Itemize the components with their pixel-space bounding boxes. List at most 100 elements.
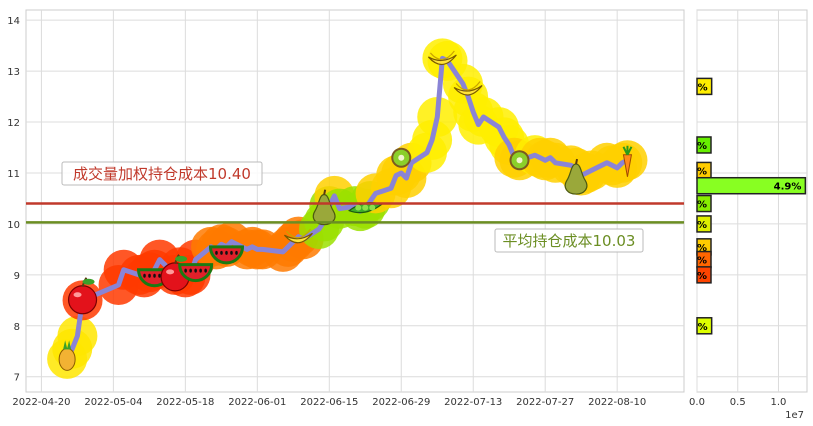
banana-curve [455,81,481,91]
y-tick-label: 11 [7,169,20,180]
pea [369,204,376,211]
pear-stem [323,189,327,195]
y-tick-label: 10 [7,220,20,231]
apple-body [67,285,98,315]
watermelon-icon [178,263,214,283]
y-tick-label: 9 [14,271,20,282]
pineapple-body [58,347,76,371]
x-tick-label: 2022-07-27 [516,397,574,408]
cost-label-2: 平均持仓成本10.03 [503,232,636,250]
watermelon-seed [189,268,192,273]
apple-leaf [175,255,188,262]
watermelon-seed [235,250,238,255]
y-tick-label: 13 [7,67,20,78]
watermelon-seed [194,268,197,273]
kiwi-icon [509,150,530,171]
y-tick-label: 12 [7,118,20,129]
x-tick-label: 2022-06-01 [228,397,286,408]
banana-curve [429,50,455,61]
volume-tick-label: 1.0 [771,397,787,408]
volume-tick-label: 0.5 [730,397,746,408]
volume-bar-label: % [697,220,707,231]
volume-profile-frame [696,9,808,393]
apple-shine [73,292,82,298]
banana-curve [285,228,311,239]
y-tick-label: 14 [7,16,20,27]
pear-stem [575,158,579,165]
watermelon-seed [204,268,207,273]
banana-body [453,85,483,96]
fruit-markers [58,50,633,371]
x-tick-label: 2022-06-29 [372,397,430,408]
watermelon-seed [143,273,146,278]
x-tick-label: 2022-04-20 [12,397,70,408]
banana-body [427,54,457,66]
watermelon-seed [184,268,187,273]
watermelon-seed [230,250,233,255]
pear-icon [564,158,588,195]
pea [355,204,362,211]
x-tick-label: 2022-05-04 [84,397,142,408]
watermelon-seed [215,250,218,255]
banana-icon [453,81,483,96]
kiwi-icon [391,147,412,168]
pea [362,204,369,211]
volume-bar [696,215,712,233]
volume-bar-label: % [697,243,707,254]
x-axis-ticks: 2022-04-20 2022-05-04 2022-05-18 2022-06-01… [12,397,646,408]
volume-bar [696,77,713,96]
watermelon-icon [208,245,244,265]
volume-bar-label: 4.9% [774,182,802,193]
pear-body [564,163,588,195]
cost-label-box-2 [494,228,644,253]
volume-bar [696,266,712,284]
kiwi-core [398,154,405,161]
apple-shine [166,269,175,275]
volume-bar-label: % [697,256,707,267]
y-tick-label: 8 [14,322,20,333]
volume-tick-label: 0.0 [689,397,705,408]
apple-leaf [82,278,95,285]
volume-profile-chart: %%% 4.9%%%%%%% 0.0 0.5 1.0 1e7 [689,9,808,421]
y-tick-label: 7 [14,373,20,384]
watermelon-seed [220,250,223,255]
apple-icon [67,277,98,315]
banana-body [284,232,313,244]
volume-bar-label: % [697,166,707,177]
x-tick-label: 2022-06-15 [300,397,358,408]
volume-bar [696,317,713,335]
kiwi-core [516,157,523,164]
cost-label-1: 成交量加权持仓成本10.40 [73,165,251,183]
volume-bar [696,194,712,213]
pineapple-crown [63,340,72,350]
volume-bar-label: % [698,322,708,333]
cost-lines: 成交量加权持仓成本10.40 平均持仓成本10.03 [26,161,684,253]
carrot-icon [622,145,633,177]
watermelon-seed [199,268,202,273]
x-tick-label: 2022-07-13 [444,397,502,408]
cost-label-box-1 [61,161,263,186]
watermelon-seed [158,273,161,278]
y-axis-ticks: 7 8 9 10 11 12 13 14 [7,16,20,384]
banana-icon [427,50,457,66]
volume-bars: %%% 4.9%%%%%%% [696,77,807,335]
volume-bar [696,176,807,195]
watermelon-seed [225,250,228,255]
x-tick-label: 2022-08-10 [588,397,646,408]
volume-scale-label: 1e7 [785,410,804,421]
price-grid [26,10,684,392]
volume-grid [696,10,807,392]
watermelon-seed [148,273,151,278]
volume-bar-label: % [697,200,707,211]
volume-bar [696,136,712,154]
volume-bar-label: % [697,141,707,152]
pineapple-icon [58,340,76,371]
watermelon-seed [153,273,156,278]
volume-bar-label: % [697,271,707,282]
volume-bar-label: % [698,82,708,93]
banana-icon [284,228,313,244]
volume-x-ticks: 0.0 0.5 1.0 [689,397,786,408]
x-tick-label: 2022-05-18 [156,397,214,408]
